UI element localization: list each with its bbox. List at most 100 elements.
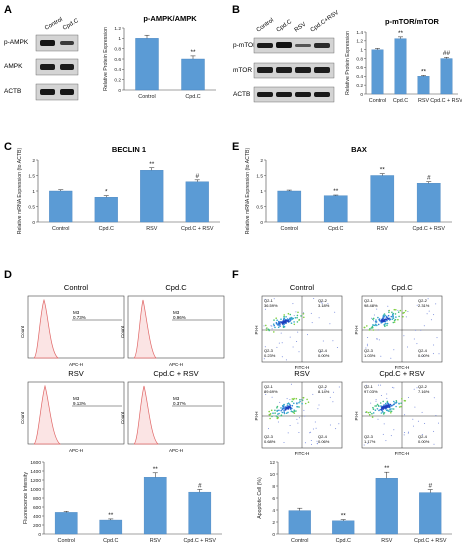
scatter-point <box>378 339 380 341</box>
scatter-point <box>318 404 320 406</box>
scatter-point <box>300 315 302 317</box>
bar-chart-apoptotic: 0 2 4 6 8 10 12 Apoptotic Cell (%) Control ** Cpd.… <box>257 460 452 544</box>
scatter-point <box>394 318 397 321</box>
scatter-point <box>297 331 299 333</box>
scatter-point <box>377 329 379 331</box>
scatter-point <box>281 408 284 411</box>
bar <box>143 477 167 535</box>
scatter-point <box>296 402 298 404</box>
y-axis-label: Relative mRNA Expression (to ACTB) <box>245 147 251 234</box>
x-category-label: Control <box>138 94 155 100</box>
significance-mark: ** <box>190 49 196 56</box>
scatter-point <box>293 410 296 412</box>
scatter-point <box>286 398 288 400</box>
scatter-point <box>287 312 290 315</box>
scatter-point <box>391 318 394 320</box>
scatter-point <box>287 411 289 414</box>
scatter-point <box>264 346 266 348</box>
blot-lane-label: RSV <box>294 22 308 34</box>
scatter-point <box>420 329 422 331</box>
scatter-point <box>404 432 406 433</box>
x-category-label: Cpd.C <box>99 226 114 232</box>
scatter-point <box>270 325 272 327</box>
significance-mark: # <box>198 482 202 489</box>
axis-label: Count <box>120 325 125 338</box>
scatter-point <box>282 325 285 327</box>
x-category-label: Cpd.C <box>328 226 343 232</box>
y-tick-label: 0.8 <box>114 46 121 52</box>
scatter-point <box>384 314 386 317</box>
scatter-point <box>278 342 280 344</box>
scatter-point <box>298 432 300 433</box>
scatter-point <box>377 323 380 326</box>
scatter-point <box>367 442 369 444</box>
scatter-point <box>332 340 334 342</box>
bar <box>371 49 384 95</box>
y-tick-label: 1600 <box>30 460 41 466</box>
blot-lane-label: Cpd.C <box>276 19 294 34</box>
scatter-point <box>413 388 415 390</box>
blot-band <box>40 64 55 70</box>
quadrant-value: 0.06% <box>318 439 330 444</box>
scatter-point <box>433 344 435 346</box>
scatter-point <box>386 317 389 319</box>
scatter-point <box>435 415 437 416</box>
western-blot-b: Control Cpd.C RSV Cpd.C+RSV p-mTOR mTOR … <box>233 10 340 103</box>
scatter-point <box>385 315 388 318</box>
scatter-point <box>395 400 398 402</box>
significance-mark: ** <box>153 466 159 473</box>
scatter-point <box>295 410 297 412</box>
x-category-label: RSV <box>381 538 392 544</box>
scatter-point <box>393 400 395 403</box>
quadrant-value: 0.00% <box>418 439 430 444</box>
quadrant-value: 89.69% <box>264 389 278 394</box>
gate-value: 9.13% <box>73 401 86 406</box>
scatter-point <box>414 406 416 408</box>
scatter-point <box>391 408 393 410</box>
scatter-point <box>378 318 381 320</box>
scatter-point <box>301 402 303 405</box>
blot-lane-label: Cpd.C <box>62 18 80 32</box>
scatter-point <box>367 411 370 414</box>
scatter-point <box>389 408 392 410</box>
blot-band <box>295 92 311 97</box>
quadrant-label: Q2-1 <box>264 298 274 303</box>
scatter-point <box>393 387 395 389</box>
scatter-point <box>377 316 379 319</box>
axis-label: Count <box>20 411 25 424</box>
scatter-point <box>338 423 340 425</box>
scatter-point <box>383 314 385 316</box>
scatter-point <box>375 321 377 323</box>
scatter-point <box>283 442 285 443</box>
scatter-point <box>397 311 400 313</box>
scatter-point <box>372 408 375 410</box>
blot-band <box>257 67 273 73</box>
x-category-label: Cpd.C + RSV <box>430 98 462 104</box>
scatter-point <box>428 310 430 312</box>
histogram-title: Control <box>64 283 89 292</box>
scatter-point <box>376 403 379 406</box>
significance-mark: * <box>105 189 108 196</box>
scatter-point <box>295 311 297 313</box>
bar <box>416 183 441 223</box>
scatter-point <box>383 423 385 425</box>
blot-band <box>40 40 55 46</box>
scatter-point <box>277 323 280 326</box>
scatter-point <box>313 298 315 299</box>
scatter-point <box>386 397 388 399</box>
scatter-point <box>275 321 278 324</box>
bar <box>99 519 123 535</box>
blot-band <box>276 42 292 48</box>
scatter-point <box>433 443 435 445</box>
scatter-point <box>299 398 301 401</box>
scatter-point <box>296 314 299 317</box>
scatter-point <box>302 397 305 399</box>
y-tick-label: 200 <box>33 523 41 529</box>
scatter-point <box>322 340 324 342</box>
x-category-label: RSV <box>150 538 161 544</box>
scatter-point <box>395 405 397 408</box>
x-category-label: RSV <box>377 226 388 232</box>
scatter-point <box>433 430 435 432</box>
scatter-point <box>375 399 377 401</box>
scatter-point <box>402 312 404 314</box>
